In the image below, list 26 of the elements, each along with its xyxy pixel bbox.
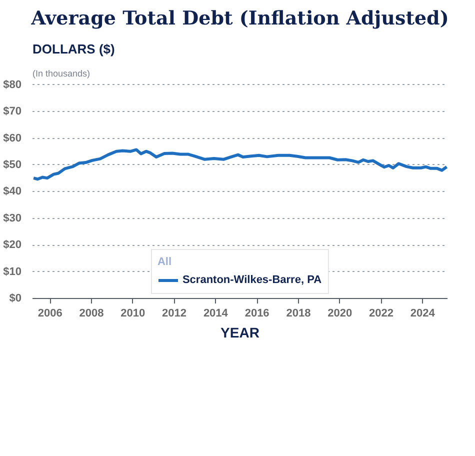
x-tick-label: 2014 [203, 308, 229, 320]
y-tick-label: $50 [3, 158, 22, 171]
y-tick-label: $40 [3, 186, 22, 198]
legend-title: All [157, 256, 173, 268]
y-axis-title: DOLLARS ($) [32, 42, 115, 56]
x-tick-label: 2016 [244, 308, 270, 320]
legend-label: Scranton-Wilkes-Barre, PA [182, 273, 322, 287]
x-tick-label: 2012 [162, 308, 187, 320]
x-tick-label: 2006 [38, 308, 62, 320]
x-tick-label: 2008 [79, 308, 104, 320]
chart-title: Average Total Debt (Inflation Adjusted) [30, 8, 449, 30]
y-tick-label: $80 [3, 78, 22, 91]
y-tick-label: $20 [3, 239, 22, 252]
x-tick-label: 2010 [120, 308, 146, 320]
x-axis-title: YEAR [220, 324, 260, 340]
chart-subtitle: (In thousands) [32, 68, 90, 78]
x-tick-label: 2020 [328, 308, 352, 320]
y-tick-label: $30 [3, 212, 22, 224]
y-tick-label: $70 [3, 106, 22, 118]
y-tick-label: $0 [9, 292, 22, 304]
x-tick-label: 2022 [369, 308, 394, 320]
y-tick-label: $60 [3, 132, 22, 144]
y-tick-label: $10 [3, 266, 22, 278]
x-tick-label: 2018 [286, 308, 311, 320]
x-tick-label: 2024 [410, 308, 436, 320]
line-series [32, 148, 448, 181]
